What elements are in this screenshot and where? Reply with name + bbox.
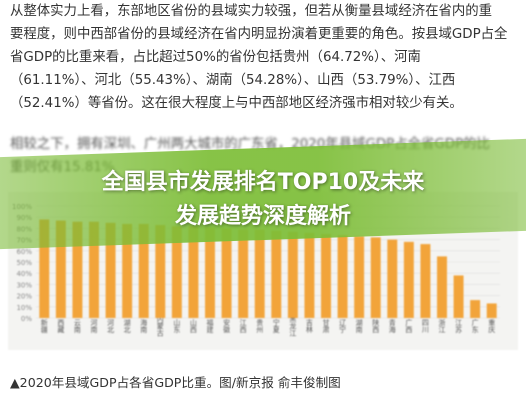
y-tick-label: 20% [16,293,32,301]
x-tick-label: 贵州 [256,318,264,333]
text-line: （61.11%）、河北（55.43%）、湖南（54.28%）、山西（53.79%… [10,73,456,88]
x-tick-label: 四川 [421,319,429,333]
x-tick-label: 黑龙江 [289,316,297,338]
text-line: 要程度，则中西部省份的县域经济在省内明显扮演着更重要的角色。按县域GDP占全 [10,27,508,42]
bar [188,226,199,318]
bar [354,236,365,318]
bar [254,229,265,318]
bar [370,237,381,318]
bar [453,275,464,318]
x-tick-label: 青海 [388,318,396,334]
x-tick-label: 湖南 [355,318,363,333]
x-tick-label: 新疆 [40,318,48,334]
x-tick-label: 江苏 [455,319,463,334]
x-tick-label: 辽宁 [339,319,347,333]
banner-title: 全国县市发展排名TOP10及未来 [101,170,425,195]
x-tick-label: 宁夏 [272,318,280,333]
y-tick-label: 40% [16,270,32,278]
x-tick-label: 吉林 [305,319,313,334]
x-tick-label: 甘肃 [322,318,330,334]
bar [287,231,298,318]
y-tick-label: 60% [16,248,32,256]
text-line: （52.41%）等省份。这在很大程度上与中西部地区经济强市相对较少有关。 [10,96,463,111]
bar [304,232,315,318]
bar [221,228,232,318]
bar [321,234,331,318]
bar [39,219,50,318]
x-tick-label: 云南 [73,319,81,333]
x-tick-label: 浙江 [438,318,446,334]
x-tick-label: 河北 [107,319,115,334]
bar [271,230,282,318]
paragraph: 从整体实力上看，东部地区省份的县域实力较强，但若从衡量县域经济在省内的重 要程度，… [10,0,520,115]
text-line: 从整体实力上看，东部地区省份的县域实力较强，但若从衡量县域经济在省内的重 [10,4,493,19]
bar [55,220,66,318]
x-tick-label: 山东 [173,318,181,333]
x-tick-label: 广东 [471,318,479,333]
y-tick-label: 0% [21,315,32,323]
bar [138,223,149,318]
bar [420,244,431,318]
bar [89,221,99,318]
bar [155,225,166,318]
bar [122,223,133,318]
bar [470,300,481,318]
x-tick-label: 湖北 [123,318,131,334]
bar [387,239,398,318]
x-tick-label: 山西 [189,318,197,334]
x-tick-label: 广西 [405,318,413,334]
bar [403,241,414,318]
x-tick-label: 福建 [206,318,214,334]
bar [72,221,83,318]
y-tick-label: 50% [16,259,32,267]
bar [437,256,447,318]
x-tick-label: 西藏 [57,319,65,334]
bar [337,235,348,318]
x-tick-label: 安徽 [223,318,231,334]
x-tick-label: 海南 [140,318,148,333]
bar [205,227,215,318]
y-tick-label: 30% [16,281,32,289]
y-tick-label: 10% [16,304,32,312]
x-tick-label: 重庆 [488,319,496,334]
bar [238,229,249,318]
caption: ▲2020年县域GDP占各省GDP比重。图/新京报 俞丰俊制图 [10,375,341,390]
bar [171,226,182,318]
text-line: 省GDP的比重来看，占比超过50%的省份包括贵州（64.72%）、河南 [10,50,421,65]
bar [105,222,116,318]
x-tick-label: 河南 [90,319,98,333]
x-tick-label: 江西 [239,319,247,334]
x-tick-label: 内蒙古 [156,315,164,338]
banner-title: 发展趋势深度解析 [174,204,351,229]
bar [486,303,497,318]
x-tick-label: 陕西 [372,318,380,334]
